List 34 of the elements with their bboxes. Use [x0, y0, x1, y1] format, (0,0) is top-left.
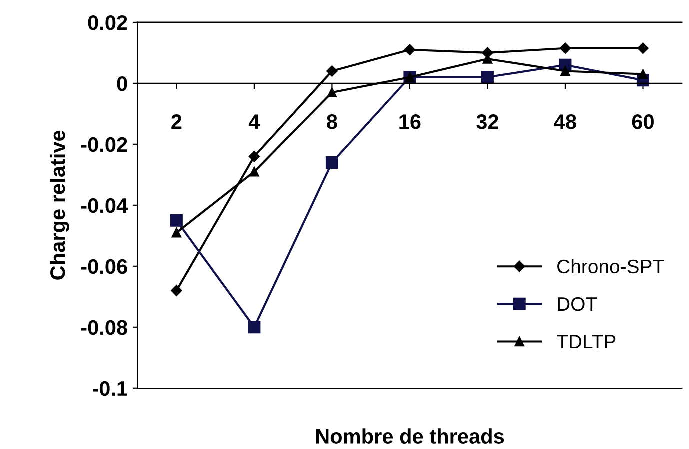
y-tick-label: -0.02	[81, 137, 128, 152]
point	[560, 66, 570, 76]
x-tick-label: 48	[554, 114, 576, 130]
x-tick-label: 60	[632, 114, 654, 130]
legend-label: TDLTP	[556, 335, 616, 349]
legend-label: Chrono-SPT	[558, 259, 664, 274]
point	[171, 285, 182, 296]
x-tick-label: 16	[400, 114, 421, 130]
point	[172, 228, 182, 238]
x-axis-title: Nombre de threads	[316, 428, 504, 444]
point	[327, 88, 338, 98]
point	[481, 71, 494, 84]
point	[326, 66, 338, 77]
point	[170, 214, 183, 227]
y-tick-label: 0.02	[88, 15, 128, 30]
y-tick-label: -0.08	[81, 320, 128, 336]
point	[326, 156, 338, 169]
x-tick-label: 32	[476, 114, 498, 130]
y-tick-label: 0	[117, 76, 128, 92]
legend-label: DOT	[558, 297, 598, 312]
point	[248, 151, 260, 162]
x-tick-label: 2	[172, 114, 182, 130]
x-tick-label: 8	[327, 114, 338, 130]
point	[404, 44, 416, 56]
y-axis-title: Charge relative	[50, 130, 70, 280]
point	[248, 321, 261, 334]
y-tick-label: -0.1	[92, 381, 128, 396]
point	[560, 42, 572, 54]
point	[638, 69, 648, 80]
x-tick-label: 4	[248, 114, 260, 130]
point	[250, 167, 260, 177]
point	[638, 42, 649, 54]
y-tick-label: -0.06	[81, 259, 128, 274]
y-tick-label: -0.04	[81, 198, 128, 214]
